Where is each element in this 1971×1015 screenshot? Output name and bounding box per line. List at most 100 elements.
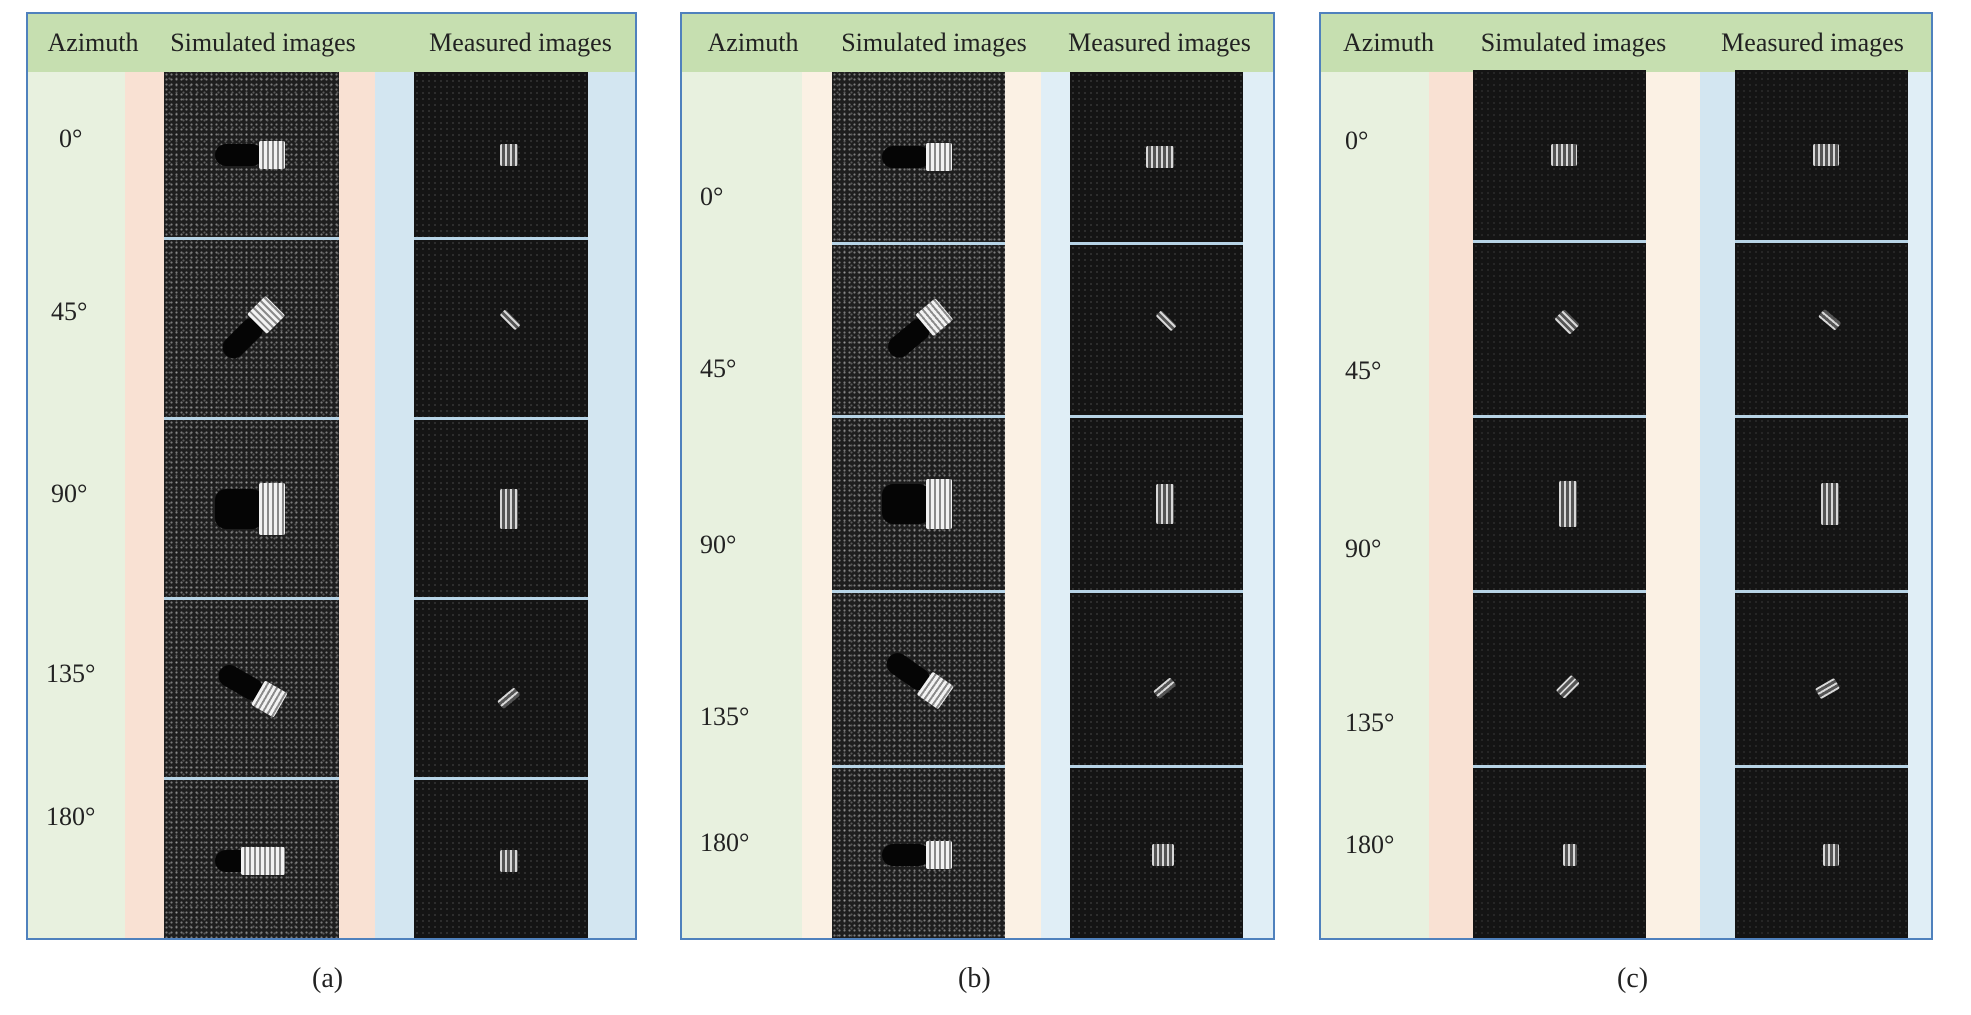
azimuth-label: 0° — [700, 182, 724, 211]
simulated-image — [1473, 768, 1646, 938]
simulated-image — [832, 72, 1005, 245]
simulated-image — [1473, 593, 1646, 768]
simulated-column-band-right — [1005, 72, 1041, 938]
target-signature — [1523, 841, 1597, 869]
azimuth-label: 135° — [1345, 708, 1395, 737]
target-signature — [1785, 141, 1859, 169]
azimuth-label: 180° — [46, 802, 96, 831]
target-signature — [881, 479, 956, 529]
measured-image — [1735, 418, 1908, 593]
measured-column-band-left — [1041, 72, 1070, 938]
azimuth-column-band — [1321, 72, 1429, 938]
target-signature — [214, 847, 289, 875]
target-signature — [1785, 841, 1859, 869]
header-measured-images: Measured images — [1068, 28, 1251, 57]
panel-caption-c: (c) — [1617, 963, 1649, 994]
target-signature — [1120, 841, 1194, 869]
measured-image — [414, 600, 588, 780]
header-simulated-images: Simulated images — [170, 28, 356, 57]
target-signature — [214, 140, 289, 169]
figure-panel-c: Azimuth Simulated images Measured images… — [1319, 12, 1933, 940]
target-signature — [1791, 640, 1852, 718]
measured-image — [1070, 245, 1243, 418]
simulated-image — [832, 768, 1005, 938]
target-signature — [464, 141, 538, 169]
panel-header: Azimuth Simulated images Measured images — [682, 14, 1273, 72]
header-simulated-images: Simulated images — [841, 28, 1027, 57]
simulated-image — [164, 600, 339, 780]
target-signature — [215, 292, 287, 364]
target-signature — [880, 646, 957, 711]
target-signature — [1787, 292, 1856, 367]
header-measured-images: Measured images — [429, 28, 612, 57]
simulated-image — [1473, 243, 1646, 418]
panel-caption-a: (a) — [312, 963, 344, 994]
simulated-image — [832, 418, 1005, 593]
azimuth-column-band — [28, 72, 125, 938]
measured-image — [1735, 768, 1908, 938]
header-measured-images: Measured images — [1721, 28, 1904, 57]
azimuth-label: 90° — [51, 479, 88, 508]
panel-header: Azimuth Simulated images Measured images — [1321, 14, 1931, 72]
azimuth-label: 45° — [700, 354, 737, 383]
simulated-image — [1473, 418, 1646, 593]
measured-image — [1070, 72, 1243, 245]
measured-image — [414, 72, 588, 240]
azimuth-label: 45° — [51, 297, 88, 326]
simulated-column-band-left — [1429, 72, 1473, 938]
azimuth-label: 0° — [59, 124, 83, 153]
target-signature — [1120, 294, 1192, 366]
simulated-image — [164, 420, 339, 600]
measured-column-band-left — [1700, 72, 1735, 938]
simulated-image — [832, 245, 1005, 418]
target-signature — [881, 143, 956, 171]
measured-column-band-right — [588, 72, 635, 938]
measured-image — [414, 240, 588, 420]
target-signature — [1122, 642, 1191, 717]
figure-panel-a: Azimuth Simulated images Measured images… — [26, 12, 637, 940]
measured-image — [1070, 768, 1243, 938]
measured-column-band-right — [1243, 72, 1273, 938]
measured-image — [414, 780, 588, 938]
target-signature — [1523, 643, 1595, 715]
target-signature — [1523, 481, 1597, 527]
figure-panel-b: Azimuth Simulated images Measured images… — [680, 12, 1275, 940]
target-signature — [464, 488, 538, 529]
measured-column-band-left — [375, 72, 414, 938]
azimuth-label: 180° — [1345, 830, 1395, 859]
target-signature — [466, 651, 535, 726]
measured-image — [414, 420, 588, 600]
target-signature — [881, 841, 956, 869]
target-signature — [1120, 484, 1194, 524]
target-signature — [214, 482, 289, 535]
measured-column-band-right — [1908, 72, 1931, 938]
simulated-image — [164, 780, 339, 938]
header-azimuth: Azimuth — [1343, 28, 1434, 57]
target-signature — [1785, 483, 1859, 525]
azimuth-label: 180° — [700, 828, 750, 857]
azimuth-label: 90° — [1345, 534, 1382, 563]
target-signature — [1523, 293, 1595, 365]
azimuth-label: 45° — [1345, 356, 1382, 385]
simulated-image — [164, 72, 339, 240]
measured-image — [1070, 593, 1243, 768]
panel-header: Azimuth Simulated images Measured images — [28, 14, 635, 72]
simulated-image — [164, 240, 339, 420]
target-signature — [465, 292, 537, 364]
measured-image — [1735, 70, 1908, 243]
azimuth-label: 135° — [46, 659, 96, 688]
simulated-column-band-left — [125, 72, 164, 938]
azimuth-column-band — [682, 72, 802, 938]
header-azimuth: Azimuth — [707, 28, 799, 57]
measured-image — [1070, 418, 1243, 593]
azimuth-label: 135° — [700, 702, 750, 731]
target-signature — [464, 847, 538, 875]
simulated-column-band-left — [802, 72, 832, 938]
header-simulated-images: Simulated images — [1480, 28, 1667, 57]
header-azimuth: Azimuth — [47, 28, 139, 57]
azimuth-label: 0° — [1345, 126, 1369, 155]
target-signature — [881, 295, 956, 364]
measured-image — [1735, 593, 1908, 768]
target-signature — [1120, 143, 1194, 171]
target-signature — [212, 658, 290, 719]
